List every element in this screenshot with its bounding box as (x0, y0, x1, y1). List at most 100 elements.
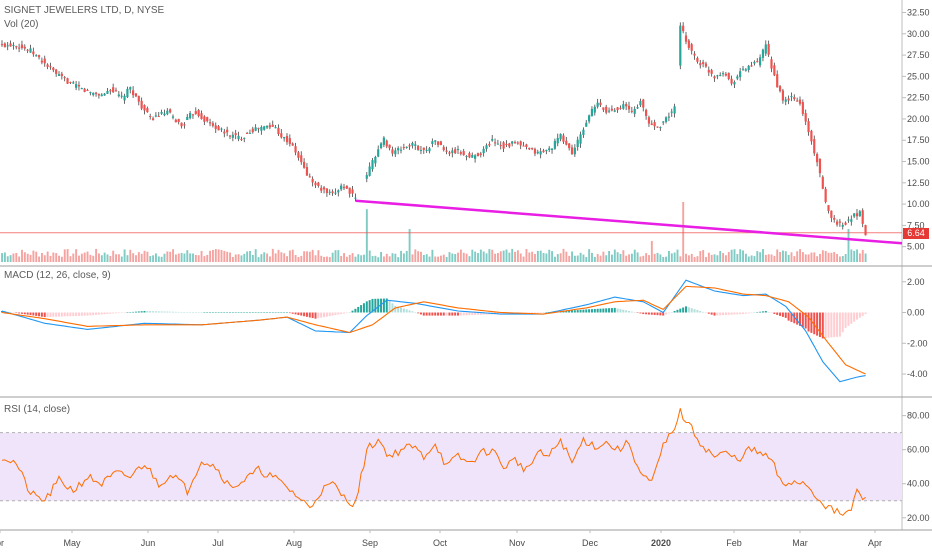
macd-histogram-bar (439, 312, 442, 316)
candle-down (505, 144, 508, 146)
time-tick-label: pr (0, 538, 4, 548)
candle-up (588, 115, 591, 122)
macd-histogram-bar (280, 312, 283, 314)
volume-bar (750, 255, 753, 262)
volume-bar (311, 249, 314, 262)
macd-histogram-bar (100, 312, 103, 315)
macd-histogram-bar (459, 312, 462, 316)
macd-histogram-bar (682, 307, 685, 313)
volume-bar (499, 251, 502, 262)
macd-histogram-bar (237, 312, 240, 314)
macd-histogram-bar (334, 312, 337, 316)
macd-histogram-bar (308, 312, 311, 318)
candle-down (3, 43, 6, 48)
macd-histogram-bar (454, 312, 457, 316)
candle-up (186, 116, 189, 121)
candle-up (550, 148, 554, 150)
candle-down (682, 25, 685, 32)
macd-histogram-bar (220, 312, 223, 314)
volume-bar (135, 255, 137, 262)
candle-up (471, 154, 474, 158)
candle-down (861, 210, 864, 224)
macd-histogram-bar (320, 312, 323, 318)
macd-histogram-bar (742, 312, 744, 315)
candle-down (23, 46, 26, 49)
volume-bar (545, 253, 548, 262)
candle-up (334, 192, 337, 194)
volume-bar (206, 254, 209, 262)
macd-histogram-bar (380, 298, 383, 313)
macd-histogram-bar (804, 312, 807, 329)
volume-bar (234, 254, 237, 262)
volume-bar (340, 255, 343, 262)
macd-histogram-bar (590, 309, 593, 313)
candle-down (194, 111, 197, 115)
volume-bar (223, 250, 226, 262)
macd-histogram-bar (186, 312, 189, 313)
candle-up (841, 224, 844, 227)
candle-up (371, 160, 374, 170)
volume-bar (479, 249, 482, 262)
volume-bar (320, 255, 323, 262)
volume-bar (799, 249, 801, 262)
macd-histogram-bar (206, 312, 209, 314)
macd-histogram-bar (687, 307, 690, 313)
volume-bar (280, 252, 283, 262)
volume-bar (605, 255, 608, 262)
candle-down (18, 47, 21, 49)
macd-histogram-bar (75, 312, 78, 316)
volume-bar (43, 255, 46, 262)
candle-up (753, 61, 756, 64)
macd-histogram-bar (40, 312, 43, 317)
macd-histogram-bar (117, 312, 120, 314)
macd-histogram-bar (619, 309, 622, 313)
macd-histogram-bar (437, 312, 440, 316)
candle-down (177, 118, 180, 122)
candle-down (197, 109, 200, 117)
volume-bar (317, 250, 320, 262)
macd-histogram-bar (836, 312, 839, 337)
candle-up (434, 140, 437, 142)
volume-bar (736, 253, 739, 262)
candle-down (844, 222, 847, 225)
volume-bar (308, 251, 311, 262)
candle-down (833, 217, 836, 220)
candle-up (662, 121, 665, 123)
candle-down (109, 90, 112, 92)
candle-down (565, 140, 568, 145)
volume-bar (616, 252, 619, 262)
macd-histogram-bar (115, 312, 117, 314)
candle-down (422, 147, 425, 150)
volume-bar (383, 256, 385, 262)
candle-down (454, 149, 457, 154)
volume-bar (682, 202, 685, 262)
volume-bar (89, 254, 92, 262)
volume-bar (149, 256, 152, 262)
candle-down (157, 115, 160, 117)
volume-bar (160, 256, 163, 262)
candle-down (132, 90, 135, 96)
macd-histogram-bar (169, 311, 172, 313)
volume-bar (286, 256, 288, 262)
candle-down (787, 98, 790, 101)
macd-histogram-bar (656, 312, 659, 316)
macd-histogram-bar (402, 308, 405, 313)
macd-histogram-bar (80, 312, 83, 316)
volume-bar (103, 252, 106, 262)
macd-histogram-bar (602, 308, 605, 313)
macd-histogram-bar (365, 301, 368, 313)
volume-bar (742, 250, 744, 262)
candle-down (226, 129, 229, 133)
volume-bar (63, 249, 66, 262)
volume-bar (833, 252, 836, 262)
volume-bar (482, 251, 485, 262)
volume-bar (55, 253, 58, 262)
macd-histogram-bar (622, 309, 625, 313)
candle-down (810, 130, 813, 142)
volume-bar (368, 250, 371, 262)
candle-down (693, 53, 696, 56)
candle-down (134, 93, 138, 97)
volume-bar (665, 256, 668, 262)
